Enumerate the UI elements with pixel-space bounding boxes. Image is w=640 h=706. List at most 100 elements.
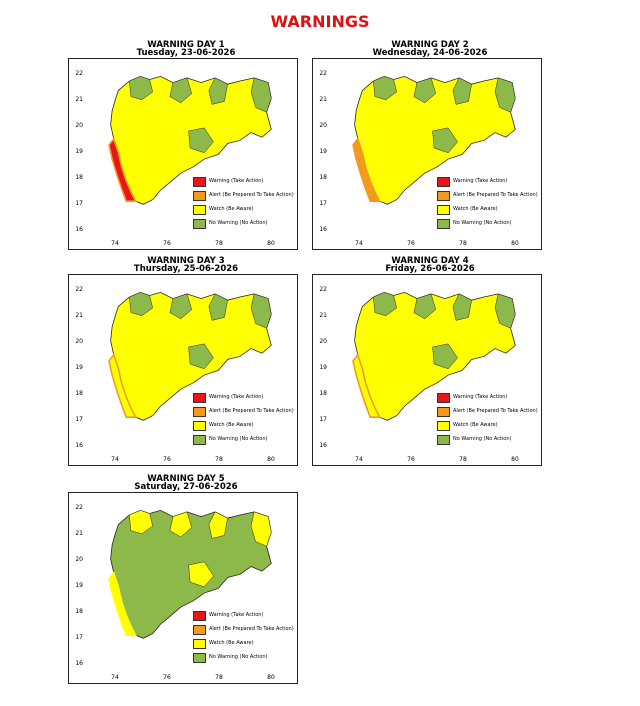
x-tick-label: 78 bbox=[215, 240, 223, 247]
district-region bbox=[452, 293, 472, 321]
legend-warning: Warning (Take Action) bbox=[437, 393, 541, 403]
legend-swatch bbox=[193, 639, 206, 649]
legend-label: Warning (Take Action) bbox=[209, 178, 264, 184]
y-tick-label: 19 bbox=[75, 364, 83, 371]
y-tick-label: 22 bbox=[319, 70, 327, 77]
warning-day-3-panel: WARNING DAY 3 Thursday, 25-06-2026 22 21 2… bbox=[68, 256, 304, 476]
legend-label: Warning (Take Action) bbox=[209, 612, 264, 618]
legend-swatch bbox=[193, 219, 206, 229]
panel-subtitle: Thursday, 25-06-2026 bbox=[133, 264, 239, 274]
legend-label: Alert (Be Prepared To Take Action) bbox=[453, 408, 538, 414]
panel-title: WARNING DAY 4 bbox=[391, 256, 469, 266]
y-tick-label: 21 bbox=[75, 530, 83, 537]
legend-label: No Warning (No Action) bbox=[209, 220, 268, 226]
y-tick-label: 21 bbox=[75, 96, 83, 103]
legend-warning: Warning (Take Action) bbox=[193, 177, 297, 187]
x-tick-label: 78 bbox=[459, 240, 467, 247]
district-region bbox=[494, 293, 516, 329]
coastal-region bbox=[352, 137, 381, 202]
coastal-region bbox=[108, 353, 137, 418]
y-tick-label: 17 bbox=[75, 200, 83, 207]
x-tick-label: 80 bbox=[267, 674, 275, 681]
y-tick-label: 21 bbox=[319, 96, 327, 103]
coastal-region bbox=[352, 353, 381, 418]
y-tick-label: 22 bbox=[75, 70, 83, 77]
legend-swatch bbox=[193, 205, 206, 215]
legend-watch: Watch (Be Aware) bbox=[437, 205, 541, 215]
y-tick-label: 16 bbox=[319, 226, 327, 233]
district-region bbox=[494, 77, 516, 113]
y-tick-label: 16 bbox=[75, 442, 83, 449]
legend-swatch bbox=[193, 177, 206, 187]
legend-watch: Watch (Be Aware) bbox=[193, 639, 297, 649]
legend-alert: Alert (Be Prepared To Take Action) bbox=[437, 191, 541, 201]
district-region bbox=[432, 127, 458, 154]
district-region bbox=[250, 77, 272, 113]
y-tick-label: 20 bbox=[319, 338, 327, 345]
x-tick-label: 80 bbox=[267, 456, 275, 463]
legend-swatch bbox=[193, 421, 206, 431]
panel-subtitle: Saturday, 27-06-2026 bbox=[134, 482, 238, 492]
x-tick-label: 76 bbox=[163, 674, 171, 681]
legend-swatch bbox=[193, 407, 206, 417]
legend-swatch bbox=[437, 393, 450, 403]
warning-day-5-panel: WARNING DAY 5 Saturday, 27-06-2026 22 21 2… bbox=[68, 474, 304, 694]
coastal-region bbox=[108, 137, 137, 202]
panel-subtitle: Tuesday, 23-06-2026 bbox=[136, 48, 236, 58]
map-frame: 22 21 20 19 18 17 16 74 76 78 80 Warning (Take Act… bbox=[68, 274, 298, 466]
legend-no-warning: No Warning (No Action) bbox=[193, 219, 297, 229]
legend-label: Warning (Take Action) bbox=[453, 394, 508, 400]
legend-swatch bbox=[437, 421, 450, 431]
legend-swatch bbox=[193, 653, 206, 663]
district-region bbox=[208, 77, 228, 105]
legend-swatch bbox=[437, 191, 450, 201]
legend-swatch bbox=[437, 435, 450, 445]
legend-label: Warning (Take Action) bbox=[453, 178, 508, 184]
y-tick-label: 19 bbox=[75, 582, 83, 589]
y-tick-label: 16 bbox=[75, 660, 83, 667]
panel-title: WARNING DAY 5 bbox=[147, 474, 225, 484]
district-region bbox=[169, 293, 192, 320]
legend-swatch bbox=[193, 625, 206, 635]
map-frame: 22 21 20 19 18 17 16 74 76 78 80 Warning (Take Act… bbox=[68, 492, 298, 684]
legend-label: Alert (Be Prepared To Take Action) bbox=[209, 192, 294, 198]
y-tick-label: 16 bbox=[75, 226, 83, 233]
district-region bbox=[452, 77, 472, 105]
legend-label: Alert (Be Prepared To Take Action) bbox=[453, 192, 538, 198]
legend-label: No Warning (No Action) bbox=[209, 436, 268, 442]
district-region bbox=[250, 511, 272, 547]
y-tick-label: 22 bbox=[75, 286, 83, 293]
page-title: WARNINGS bbox=[270, 12, 370, 31]
legend-label: No Warning (No Action) bbox=[209, 654, 268, 660]
legend-label: Watch (Be Aware) bbox=[453, 422, 498, 428]
legend-watch: Watch (Be Aware) bbox=[193, 205, 297, 215]
y-tick-label: 17 bbox=[319, 416, 327, 423]
y-tick-label: 18 bbox=[319, 174, 327, 181]
legend-watch: Watch (Be Aware) bbox=[193, 421, 297, 431]
legend-swatch bbox=[437, 177, 450, 187]
x-tick-label: 80 bbox=[511, 456, 519, 463]
map-frame: 22 21 20 19 18 17 16 74 76 78 80 Warning (Take Act… bbox=[312, 274, 542, 466]
legend-label: Watch (Be Aware) bbox=[453, 206, 498, 212]
legend-swatch bbox=[193, 191, 206, 201]
district-region bbox=[432, 343, 458, 370]
y-tick-label: 16 bbox=[319, 442, 327, 449]
x-tick-label: 74 bbox=[355, 240, 363, 247]
y-tick-label: 18 bbox=[75, 174, 83, 181]
x-tick-label: 74 bbox=[355, 456, 363, 463]
district-region bbox=[413, 293, 436, 320]
legend-label: No Warning (No Action) bbox=[453, 436, 512, 442]
state-map: 22 21 20 19 18 17 16 74 76 78 80 bbox=[319, 70, 519, 247]
legend-swatch bbox=[193, 435, 206, 445]
legend-label: Alert (Be Prepared To Take Action) bbox=[209, 408, 294, 414]
state-map: 22 21 20 19 18 17 16 74 76 78 80 bbox=[75, 70, 275, 247]
district-region bbox=[373, 76, 397, 101]
y-tick-label: 22 bbox=[75, 504, 83, 511]
y-tick-label: 18 bbox=[75, 390, 83, 397]
legend-swatch bbox=[437, 219, 450, 229]
legend-watch: Watch (Be Aware) bbox=[437, 421, 541, 431]
legend-swatch bbox=[437, 205, 450, 215]
legend-label: Watch (Be Aware) bbox=[209, 206, 254, 212]
legend-swatch bbox=[193, 393, 206, 403]
y-tick-label: 21 bbox=[75, 312, 83, 319]
